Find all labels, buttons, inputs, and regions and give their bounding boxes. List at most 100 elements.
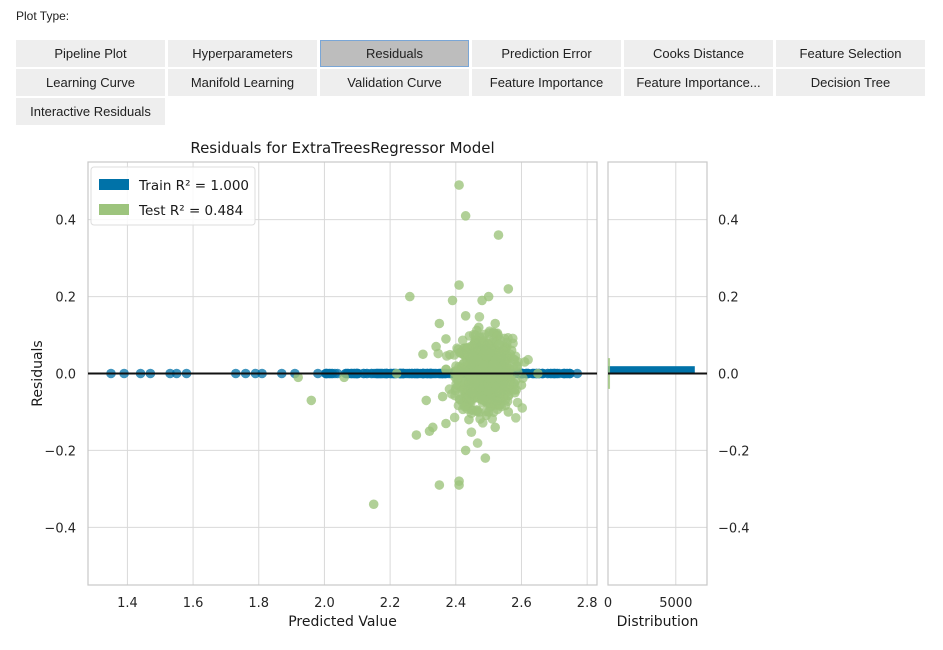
x-tick-label: 1.6: [183, 596, 204, 611]
test-point: [368, 499, 379, 510]
test-point: [411, 430, 422, 440]
train-legend-swatch: [99, 179, 129, 190]
test-point: [466, 427, 477, 437]
plot-type-button-feature-importance[interactable]: Feature Importance: [472, 69, 621, 96]
chart-labels: 1.4 1.6 1.8 2.0 2.2 2.4 2.6 2.8 −0.4 −0.2 0.0 0.2 0.…: [30, 139, 750, 630]
plot-type-button-cooks-distance[interactable]: Cooks Distance: [624, 40, 773, 67]
test-point: [451, 379, 461, 389]
test-point: [494, 387, 505, 398]
chart-legend: Train R² = 1.000 Test R² = 0.484: [90, 166, 256, 226]
test-point: [466, 372, 477, 383]
x-tick-label: 2.8: [577, 596, 598, 611]
test-point: [506, 345, 517, 356]
test-point: [454, 480, 464, 490]
test-point: [441, 334, 451, 344]
test-point: [503, 407, 514, 417]
x-tick-label: 2.2: [380, 596, 401, 611]
test-point: [458, 384, 469, 394]
test-point: [459, 401, 470, 412]
plot-type-button-manifold-learning[interactable]: Manifold Learning: [168, 69, 317, 96]
test-point: [454, 347, 465, 358]
x-tick-label: 2.0: [314, 596, 335, 611]
test-point: [483, 386, 493, 396]
plot-type-button-residuals[interactable]: Residuals: [320, 40, 469, 67]
test-point: [293, 372, 303, 383]
dist-x-tick-label: 5000: [659, 596, 692, 611]
test-point: [510, 387, 520, 398]
x-tick-label: 2.4: [445, 596, 466, 611]
test-point: [494, 339, 504, 350]
test-point: [490, 422, 501, 433]
test-point: [493, 230, 504, 240]
test-legend-label: Test R² = 0.484: [138, 203, 243, 219]
test-point: [441, 364, 451, 375]
test-point: [450, 390, 460, 401]
test-point: [454, 280, 464, 290]
test-point: [460, 211, 471, 221]
test-point: [447, 295, 458, 306]
test-point: [339, 372, 349, 383]
plot-type-button-validation-curve[interactable]: Validation Curve: [320, 69, 469, 96]
test-point: [480, 453, 491, 463]
plot-type-button-interactive-residuals[interactable]: Interactive Residuals: [16, 98, 165, 125]
test-point: [512, 397, 523, 408]
y-tick-label: 0.4: [55, 214, 76, 229]
y-tick-label: 0.0: [55, 368, 76, 383]
test-point: [431, 341, 441, 352]
x-tick-label: 1.4: [117, 596, 138, 611]
plot-type-label: Plot Type:: [16, 9, 70, 23]
test-point: [477, 395, 488, 405]
test-point: [471, 405, 482, 415]
test-point: [486, 373, 497, 383]
test-point: [460, 445, 471, 456]
test-point: [472, 438, 483, 448]
plot-type-button-feature-importance[interactable]: Feature Importance...: [624, 69, 773, 96]
dist-y-tick-label: −0.2: [718, 444, 750, 459]
test-point: [477, 418, 488, 428]
test-point: [490, 318, 501, 329]
test-point: [405, 291, 415, 302]
test-point: [454, 180, 464, 190]
test-point: [519, 357, 530, 367]
plot-type-button-hyperparameters[interactable]: Hyperparameters: [168, 40, 317, 67]
plot-type-button-decision-tree[interactable]: Decision Tree: [776, 69, 925, 96]
test-point: [483, 407, 494, 417]
test-point: [494, 372, 504, 383]
plot-type-button-learning-curve[interactable]: Learning Curve: [16, 69, 165, 96]
test-point: [306, 395, 317, 406]
test-point: [449, 412, 460, 423]
legend-box: [90, 166, 256, 226]
train-legend-label: Train R² = 1.000: [138, 178, 249, 194]
test-point: [495, 351, 505, 362]
y-tick-label: −0.2: [44, 444, 76, 459]
test-point: [428, 422, 438, 433]
plot-type-button-prediction-error[interactable]: Prediction Error: [472, 40, 621, 67]
dist-y-tick-label: 0.2: [718, 291, 739, 306]
y-tick-label: −0.4: [44, 521, 76, 536]
test-point: [503, 333, 513, 343]
test-point: [421, 395, 432, 406]
test-point: [474, 312, 485, 322]
test-point: [418, 349, 428, 360]
dist-y-tick-label: 0.4: [718, 214, 739, 229]
plot-type-button-pipeline-plot[interactable]: Pipeline Plot: [16, 40, 165, 67]
distribution-panel: [608, 358, 707, 389]
test-point: [472, 354, 483, 365]
test-point: [503, 284, 514, 294]
y-axis-label: Residuals: [30, 340, 46, 406]
dist-y-tick-label: −0.4: [718, 521, 750, 536]
train-distribution-bar: [608, 366, 695, 374]
residuals-chart: 1.4 1.6 1.8 2.0 2.2 2.4 2.6 2.8 −0.4 −0.2 0.0 0.2 0.…: [30, 139, 750, 630]
test-point: [511, 413, 521, 423]
test-point: [468, 341, 479, 352]
plot-type-button-feature-selection[interactable]: Feature Selection: [776, 40, 925, 67]
x-tick-label: 2.6: [511, 596, 532, 611]
test-point: [516, 380, 527, 390]
test-point: [434, 318, 445, 329]
dist-x-axis-label: Distribution: [617, 614, 699, 630]
test-point: [477, 295, 487, 306]
dist-x-tick-label: 0: [604, 596, 612, 611]
test-point: [434, 480, 445, 490]
test-point: [460, 311, 471, 321]
test-point: [467, 387, 478, 398]
